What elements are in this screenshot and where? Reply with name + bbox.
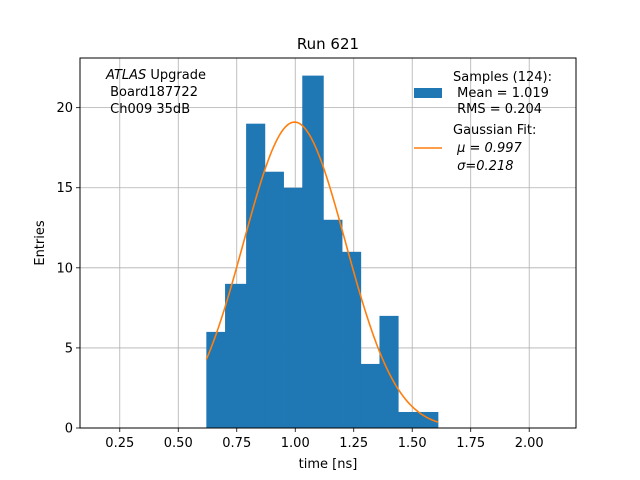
x-tick-label-0: 0.25	[105, 436, 134, 451]
histogram-bar-1	[225, 283, 247, 428]
gaussian-fit-curve	[205, 121, 439, 423]
legend-sigma-text: σ=0.218	[453, 159, 513, 174]
legend-samples-swatch	[414, 88, 442, 98]
y-tick-label-1: 5	[65, 341, 73, 356]
histogram-bars	[206, 75, 439, 429]
legend: Samples (124): Mean = 1.019 RMS = 0.204 …	[414, 70, 552, 174]
x-tick-label-1: 0.50	[164, 436, 193, 451]
y-axis-label: Entries	[33, 220, 48, 266]
y-tick-label-2: 10	[56, 261, 73, 276]
histogram-bar-3	[264, 171, 284, 428]
annotation-channel: Ch009 35dB	[106, 102, 190, 117]
plot-frame	[79, 57, 577, 429]
y-tick-label-4: 20	[56, 101, 73, 116]
y-axis-ticks: 0 5 10 15 20	[56, 101, 80, 437]
histogram-bar-0	[206, 331, 226, 428]
histogram-bar-5	[302, 75, 324, 428]
legend-mu-text: μ = 0.997	[453, 141, 523, 156]
histogram-bar-10	[398, 411, 420, 428]
annotation-upgrade: Upgrade	[146, 68, 206, 83]
legend-samples-label: Samples (124):	[453, 70, 552, 85]
y-tick-label-0: 0	[65, 422, 73, 437]
annotation-board: Board187722	[106, 85, 198, 100]
x-tick-label-5: 1.50	[398, 436, 427, 451]
chart-title: Run 621	[297, 35, 359, 53]
legend-fit-label: Gaussian Fit:	[453, 123, 536, 138]
y-tick-label-3: 15	[56, 181, 73, 196]
x-tick-label-6: 1.75	[456, 436, 485, 451]
x-tick-label-3: 1.00	[281, 436, 310, 451]
histogram-bar-7	[342, 251, 362, 428]
legend-mean-text: Mean = 1.019	[453, 86, 549, 101]
annotation-line-1: ATLAS Upgrade	[105, 68, 206, 83]
histogram-bar-2	[246, 123, 266, 429]
histogram-bar-6	[323, 219, 343, 428]
x-tick-label-4: 1.25	[339, 436, 368, 451]
histogram-bar-8	[360, 363, 380, 428]
x-axis-label: time [ns]	[299, 457, 358, 472]
gaussian-fit	[205, 121, 439, 423]
x-axis-ticks: 0.25 0.50 0.75 1.00 1.25 1.50 1.75 2.00	[105, 428, 544, 451]
legend-rms-text: RMS = 0.204	[453, 102, 542, 117]
x-tick-label-7: 2.00	[515, 436, 544, 451]
histogram-bar-4	[283, 187, 303, 428]
atlas-annotation: ATLAS Upgrade Board187722 Ch009 35dB	[105, 68, 206, 117]
annotation-atlas: ATLAS	[105, 68, 146, 83]
x-tick-label-2: 0.75	[222, 436, 251, 451]
